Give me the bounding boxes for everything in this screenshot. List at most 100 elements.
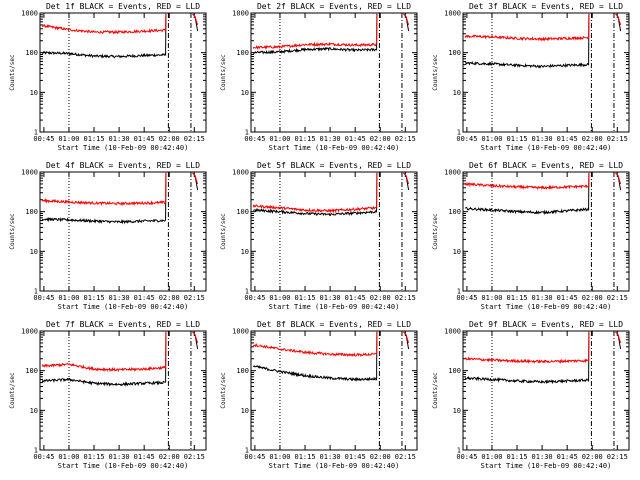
x-tick-label: 00:45	[33, 135, 54, 143]
x-tick-label: 00:45	[244, 135, 265, 143]
x-tick-label: 01:45	[134, 453, 155, 461]
x-tick-label: 01:30	[109, 135, 130, 143]
x-tick-label: 01:45	[345, 453, 366, 461]
x-tick-label: 02:15	[607, 135, 628, 143]
plot-frame	[39, 330, 207, 451]
chart-title: Det 6f BLACK = Events, RED = LLD	[469, 161, 623, 170]
plot-frame	[39, 171, 207, 292]
x-tick-label: 01:45	[134, 294, 155, 302]
series-line-lld	[253, 331, 378, 358]
y-tick-label: 1	[457, 129, 461, 137]
x-axis-label: Start Time (10-Feb-09 00:42:40)	[58, 303, 189, 311]
y-tick-label: 100	[448, 49, 461, 57]
y-axis-label: Counts/sec	[432, 54, 439, 91]
x-tick-label: 01:45	[557, 294, 578, 302]
x-tick-label: 02:00	[370, 453, 391, 461]
series-line-events	[465, 172, 590, 216]
x-tick-label: 02:00	[159, 453, 180, 461]
series-line-events	[464, 13, 590, 69]
y-tick-label: 1000	[232, 328, 249, 336]
y-axis-label: Counts/sec	[220, 54, 227, 91]
y-tick-label: 1000	[444, 169, 461, 177]
series-tail-lld	[192, 13, 199, 26]
y-tick-label: 1000	[444, 10, 461, 18]
y-tick-label: 1000	[21, 328, 38, 336]
y-tick-label: 10	[241, 407, 249, 415]
x-tick-label: 00:45	[244, 294, 265, 302]
series-tail-lld	[192, 331, 199, 344]
x-tick-label: 00:45	[456, 294, 477, 302]
x-axis-label: Start Time (10-Feb-09 00:42:40)	[481, 303, 612, 311]
y-tick-label: 100	[25, 208, 38, 216]
y-axis-label: Counts/sec	[9, 213, 16, 250]
y-axis-label: Counts/sec	[9, 54, 16, 91]
x-tick-label: 01:45	[557, 453, 578, 461]
x-tick-label: 01:30	[320, 135, 341, 143]
x-tick-label: 01:15	[506, 294, 527, 302]
x-axis-label: Start Time (10-Feb-09 00:42:40)	[58, 462, 189, 470]
series-line-events	[252, 331, 378, 382]
y-axis-label: Counts/sec	[9, 372, 16, 409]
y-tick-label: 10	[241, 248, 249, 256]
x-tick-label: 01:00	[269, 453, 290, 461]
chart-title: Det 1f BLACK = Events, RED = LLD	[46, 2, 200, 11]
x-tick-label: 01:45	[345, 135, 366, 143]
chart-panel-5: Det 5f BLACK = Events, RED = LLD 1 10 100 10…	[220, 161, 418, 311]
x-tick-label: 01:30	[109, 294, 130, 302]
x-tick-label: 02:15	[184, 453, 205, 461]
x-tick-label: 00:45	[244, 453, 265, 461]
x-tick-label: 01:00	[481, 135, 502, 143]
y-tick-label: 1000	[232, 10, 249, 18]
series-line-events	[41, 13, 167, 59]
series-line-lld	[252, 172, 378, 214]
x-tick-label: 01:00	[269, 294, 290, 302]
series-line-events	[41, 331, 167, 387]
x-tick-label: 01:30	[532, 135, 553, 143]
x-axis-label: Start Time (10-Feb-09 00:42:40)	[269, 462, 400, 470]
plot-frame	[250, 171, 418, 292]
y-axis-label: Counts/sec	[432, 372, 439, 409]
x-tick-label: 01:15	[506, 135, 527, 143]
series-tail-lld	[403, 13, 410, 26]
x-tick-label: 02:00	[582, 135, 603, 143]
y-tick-label: 10	[30, 407, 38, 415]
chart-panel-9: Det 9f BLACK = Events, RED = LLD 1 10 100 10…	[432, 320, 630, 470]
chart-panel-6: Det 6f BLACK = Events, RED = LLD 1 10 100 10…	[432, 161, 630, 311]
x-tick-label: 02:15	[395, 294, 416, 302]
series-line-lld	[41, 331, 167, 373]
y-tick-label: 1	[34, 129, 38, 137]
y-tick-label: 1	[457, 447, 461, 455]
x-tick-label: 01:00	[58, 294, 79, 302]
y-tick-label: 10	[453, 407, 461, 415]
x-axis-label: Start Time (10-Feb-09 00:42:40)	[58, 144, 189, 152]
chart-panel-7: Det 7f BLACK = Events, RED = LLD 1 10 100 10…	[9, 320, 207, 470]
y-tick-label: 10	[30, 248, 38, 256]
y-tick-label: 1	[34, 447, 38, 455]
series-tail-lld	[615, 13, 622, 26]
y-axis-label: Counts/sec	[432, 213, 439, 250]
y-tick-label: 1	[245, 288, 249, 296]
x-tick-label: 01:00	[269, 135, 290, 143]
x-tick-label: 01:15	[83, 453, 104, 461]
x-tick-label: 02:00	[582, 453, 603, 461]
x-tick-label: 01:00	[58, 453, 79, 461]
chart-title: Det 7f BLACK = Events, RED = LLD	[46, 320, 200, 329]
x-tick-label: 02:15	[395, 135, 416, 143]
series-line-events	[253, 172, 378, 217]
x-tick-label: 00:45	[33, 294, 54, 302]
series-tail-lld	[615, 172, 622, 185]
plot-frame	[462, 171, 630, 292]
x-tick-label: 01:15	[83, 135, 104, 143]
chart-panel-1: Det 1f BLACK = Events, RED = LLD 1 10 100 10…	[9, 2, 207, 152]
chart-panel-2: Det 2f BLACK = Events, RED = LLD 1 10 100 10…	[220, 2, 418, 152]
y-tick-label: 10	[241, 89, 249, 97]
plot-frame	[462, 12, 630, 133]
y-tick-label: 1000	[21, 10, 38, 18]
x-tick-label: 01:15	[294, 135, 315, 143]
x-tick-label: 02:15	[184, 135, 205, 143]
series-line-events	[252, 13, 378, 55]
chart-panel-8: Det 8f BLACK = Events, RED = LLD 1 10 100 10…	[220, 320, 418, 470]
x-tick-label: 02:00	[159, 294, 180, 302]
y-tick-label: 10	[453, 248, 461, 256]
series-line-lld	[464, 172, 590, 191]
